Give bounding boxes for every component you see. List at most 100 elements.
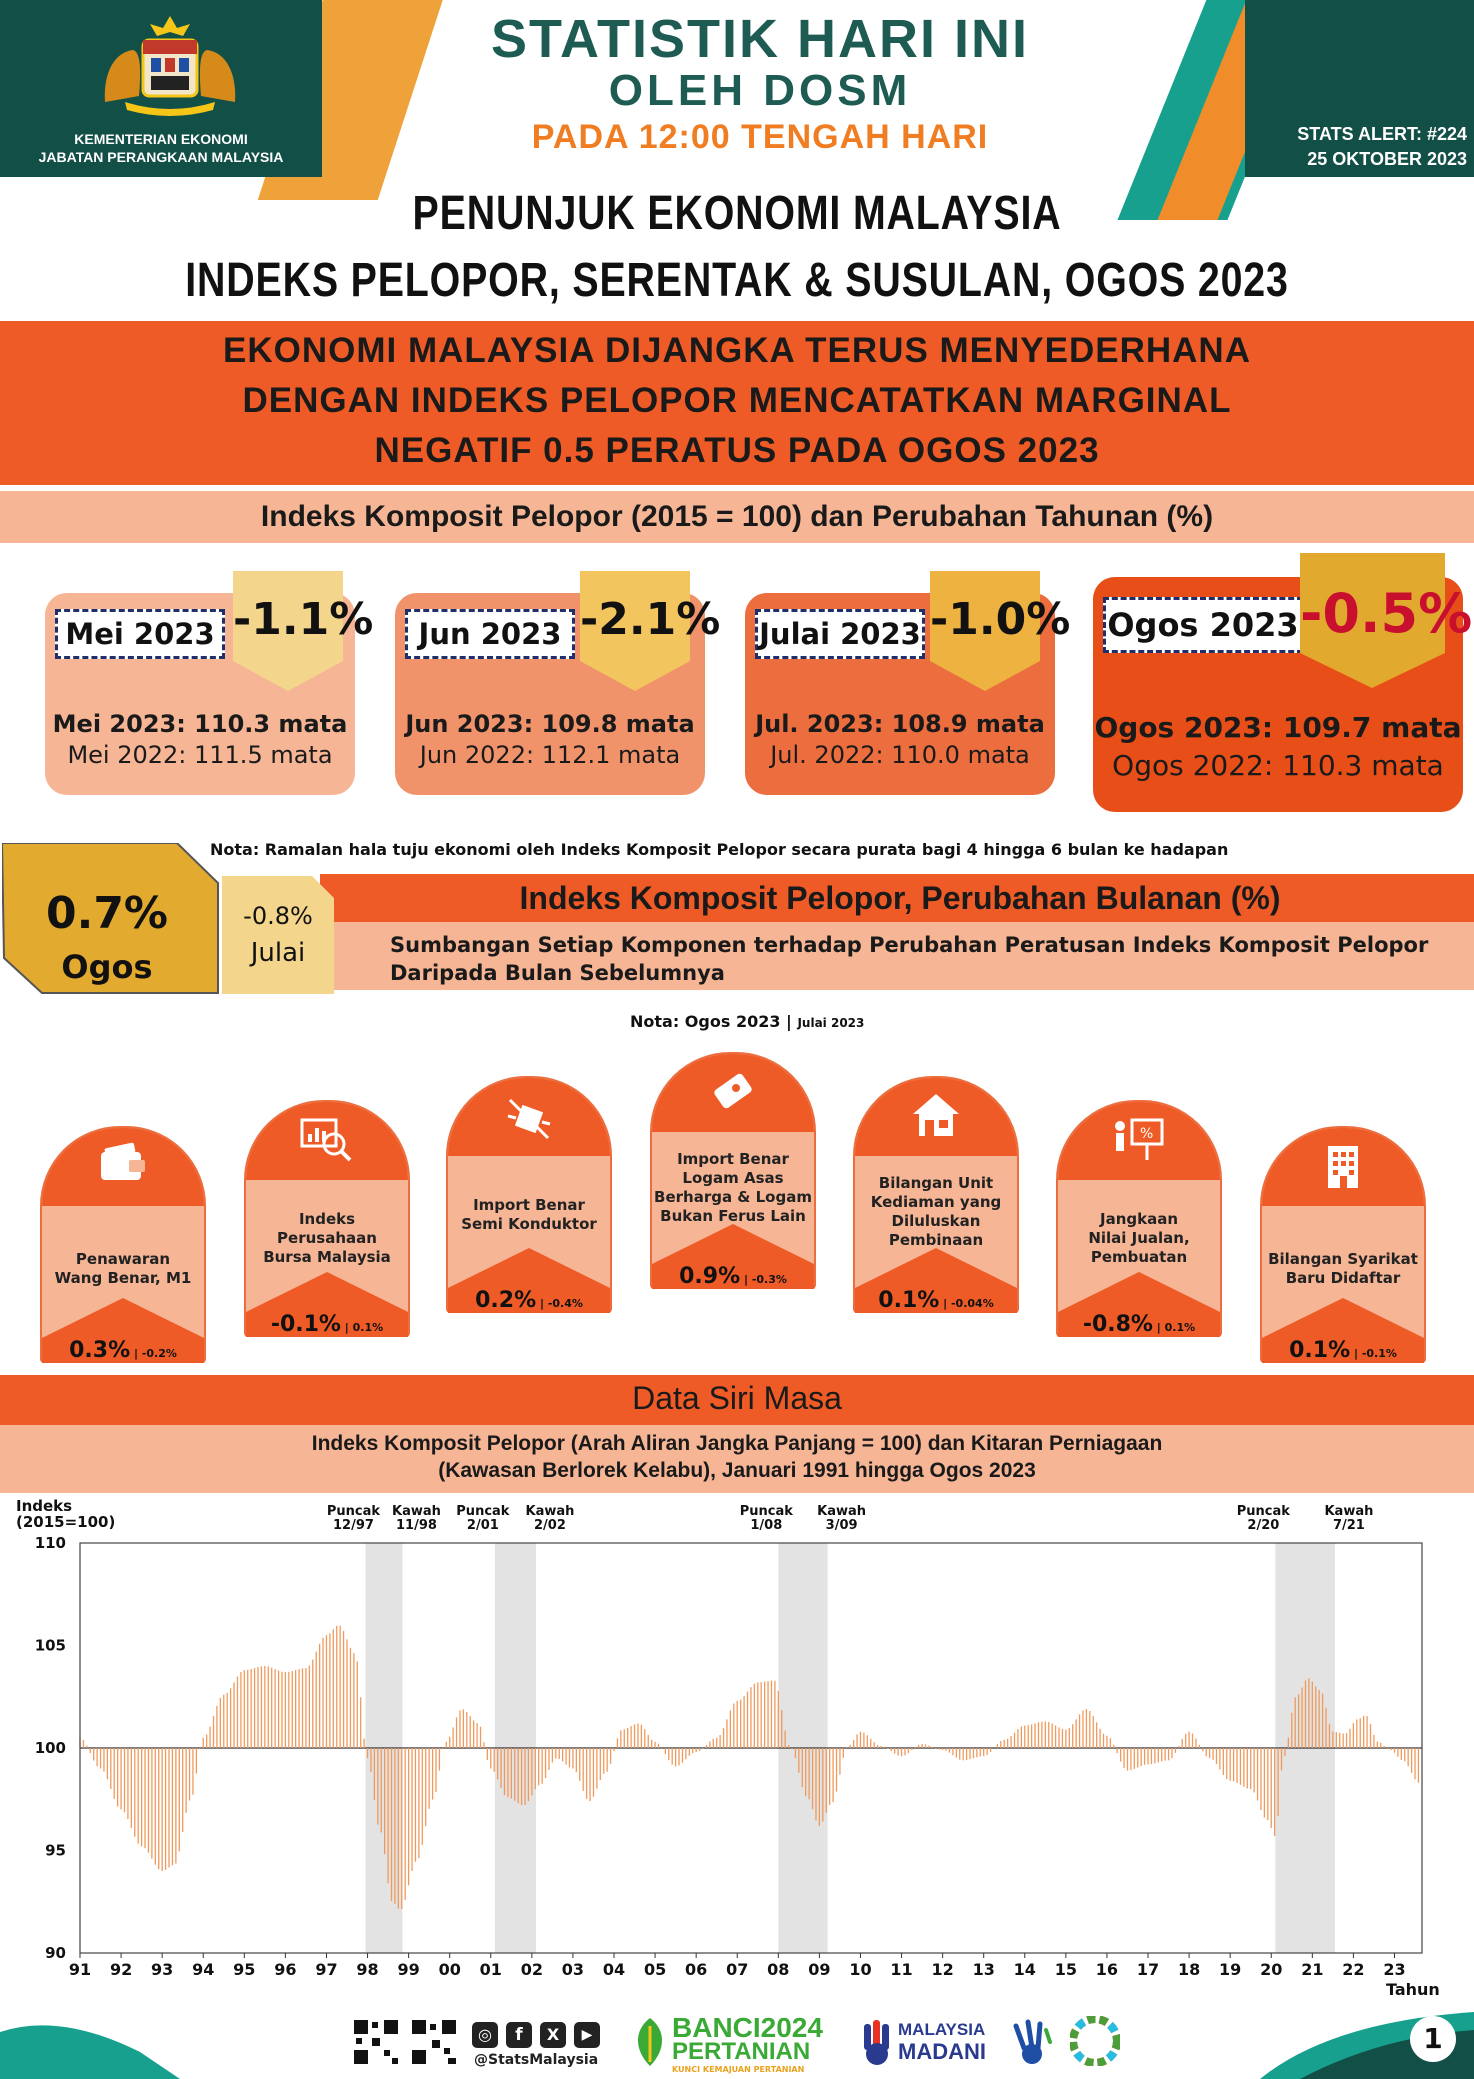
metal-bar-icon xyxy=(714,1073,752,1109)
chart-ylabel: Indeks (2015=100) xyxy=(16,1498,115,1530)
component-card-metal: Import Benar Logam Asas Berharga & Logam Bu… xyxy=(650,1052,816,1289)
banci-leaf-icon xyxy=(638,2018,662,2066)
x-twitter-icon[interactable]: X xyxy=(540,2022,566,2048)
timeseries-subtitle-bg xyxy=(0,1425,1474,1493)
trough-label: 11/98 xyxy=(396,1518,437,1533)
x-tick-label: 91 xyxy=(69,1960,91,1979)
peak-label: Puncak xyxy=(1237,1504,1291,1519)
pct-badge-bg xyxy=(1300,553,1445,688)
annual-change-august: -0.5% xyxy=(1300,582,1473,645)
trough-label: Kawah xyxy=(526,1504,575,1519)
youtube-icon[interactable]: ▶ xyxy=(574,2022,600,2048)
banci-logo-line2: PERTANIAN xyxy=(672,2038,811,2065)
monthly-current-badge-bg xyxy=(2,843,219,994)
qr-code-icon[interactable] xyxy=(352,2018,400,2066)
value-tab xyxy=(42,1298,204,1363)
qr-code-icon[interactable] xyxy=(410,2018,458,2066)
annual-card-june: Jun 2023 Jun 2023: 109.8 mata Jun 2022: … xyxy=(395,593,705,795)
annual-section-title: Indeks Komposit Pelopor (2015 = 100) dan… xyxy=(0,491,1474,543)
previous-value: Ogos 2022: 110.3 mata xyxy=(1112,749,1444,782)
banci-tagline: KUNCI KEMAJUAN PERTANIAN xyxy=(672,2065,805,2074)
component-value: 0.9% | -0.3% xyxy=(679,1264,787,1289)
social-handle[interactable]: @StatsMalaysia xyxy=(474,2052,599,2068)
peak-label: 12/97 xyxy=(333,1518,374,1533)
x-tick-label: 11 xyxy=(890,1960,912,1979)
coat-of-arms-logo xyxy=(104,16,236,116)
x-tick-label: 20 xyxy=(1260,1960,1282,1979)
component-card-manufacturing: % Jangkaan Nilai Jualan, Pembuatan -0.8% |… xyxy=(1056,1100,1222,1337)
x-tick-label: 95 xyxy=(233,1960,255,1979)
x-tick-label: 92 xyxy=(110,1960,132,1979)
building-icon xyxy=(1328,1146,1358,1188)
x-tick-label: 93 xyxy=(151,1960,173,1979)
previous-value: Mei 2022: 111.5 mata xyxy=(67,741,333,769)
monthly-title-bar xyxy=(320,874,1474,922)
trough-label: 7/21 xyxy=(1333,1518,1365,1533)
x-tick-label: 17 xyxy=(1137,1960,1159,1979)
x-tick-label: 03 xyxy=(562,1960,584,1979)
header-title-sub: OLEH DOSM xyxy=(608,66,912,115)
x-tick-label: 12 xyxy=(931,1960,953,1979)
page-title-line1: PENUNJUK EKONOMI MALAYSIA xyxy=(412,187,1062,240)
x-tick-label: 22 xyxy=(1342,1960,1364,1979)
component-card-semiconductor: Import Benar Semi Konduktor 0.2% | -0.4% xyxy=(446,1076,612,1313)
x-tick-label: 06 xyxy=(685,1960,707,1979)
month-label: Ogos 2023 xyxy=(1103,597,1303,653)
x-tick-label: 00 xyxy=(439,1960,461,1979)
sdg-wheel-icon xyxy=(1070,2016,1120,2066)
header: KEMENTERIAN EKONOMI JABATAN PERANGKAAN M… xyxy=(0,0,1474,220)
peak-label: 2/01 xyxy=(467,1518,499,1533)
component-card-housing: Bilangan Unit Kediaman yang Diluluskan Pemb… xyxy=(853,1076,1019,1313)
x-tick-label: 98 xyxy=(356,1960,378,1979)
previous-value: Jul. 2022: 110.0 mata xyxy=(770,741,1030,769)
department-name: JABATAN PERANGKAAN MALAYSIA xyxy=(38,149,284,165)
y-tick-label: 95 xyxy=(45,1842,66,1860)
x-tick-label: 08 xyxy=(767,1960,789,1979)
monthly-section-title: Indeks Komposit Pelopor, Perubahan Bulan… xyxy=(519,880,1281,916)
component-card-bursa: Indeks Perusahaan Bursa Malaysia -0.1% | 0… xyxy=(244,1100,410,1337)
component-value: 0.3% | -0.2% xyxy=(69,1338,177,1363)
component-value: 0.2% | -0.4% xyxy=(475,1288,583,1313)
x-tick-label: 97 xyxy=(315,1960,337,1979)
instagram-icon[interactable]: ◎ xyxy=(472,2022,498,2048)
x-tick-label: 07 xyxy=(726,1960,748,1979)
component-label: Bilangan Unit Kediaman yang Diluluskan Pemb… xyxy=(870,1174,1002,1249)
header-time: PADA 12:00 TENGAH HARI xyxy=(531,118,989,156)
x-tick-label: 96 xyxy=(274,1960,296,1979)
month-label: Mei 2023 xyxy=(55,609,225,659)
x-tick-label: 01 xyxy=(480,1960,502,1979)
annual-change-june: -2.1% xyxy=(580,594,721,645)
annual-change-july: -1.0% xyxy=(930,594,1071,645)
peak-label: Puncak xyxy=(456,1504,510,1519)
page-number: 1 xyxy=(1410,2016,1456,2062)
y-tick-label: 105 xyxy=(35,1637,66,1655)
annual-card-august: Ogos 2023 Ogos 2023: 109.7 mata Ogos 202… xyxy=(1093,577,1463,812)
peak-label: Puncak xyxy=(740,1504,794,1519)
x-tick-label: 21 xyxy=(1301,1960,1323,1979)
ylabel-line2: (2015=100) xyxy=(16,1513,116,1531)
current-value: Mei 2023: 110.3 mata xyxy=(52,710,348,738)
x-tick-label: 02 xyxy=(521,1960,543,1979)
header-title: STATISTIK HARI INI xyxy=(491,9,1029,69)
presentation-icon: % xyxy=(1115,1118,1164,1160)
stock-analysis-icon xyxy=(300,1118,352,1162)
header-right-panel xyxy=(1245,0,1474,177)
facebook-icon[interactable]: f xyxy=(506,2022,532,2048)
monthly-current-value: 0.7% xyxy=(45,888,169,939)
peak-label: 1/08 xyxy=(750,1518,782,1533)
x-tick-label: 18 xyxy=(1178,1960,1200,1979)
x-tick-label: 14 xyxy=(1014,1960,1036,1979)
x-tick-label: 09 xyxy=(808,1960,830,1979)
x-tick-label: 04 xyxy=(603,1960,625,1979)
component-label: Import Benar Semi Konduktor xyxy=(461,1196,597,1233)
component-value: 0.1% | -0.1% xyxy=(1289,1338,1397,1363)
component-label: Jangkaan Nilai Jualan, Pembuatan xyxy=(1088,1210,1190,1266)
timeseries-title-bar xyxy=(0,1375,1474,1425)
x-tick-label: 19 xyxy=(1219,1960,1241,1979)
monthly-current-month: Ogos xyxy=(61,948,153,986)
component-card-companies: Bilangan Syarikat Baru Didaftar 0.1% | -0… xyxy=(1260,1126,1426,1363)
madani-logo-line2: MADANI xyxy=(898,2039,986,2064)
month-label: Jun 2023 xyxy=(405,609,575,659)
annual-change-may: -1.1% xyxy=(233,594,374,645)
headline-line1: EKONOMI MALAYSIA DIJANGKA TERUS MENYEDER… xyxy=(223,331,1251,370)
